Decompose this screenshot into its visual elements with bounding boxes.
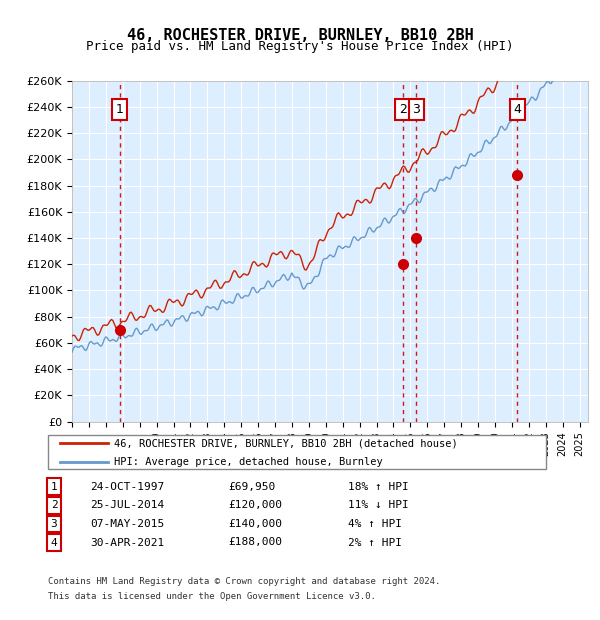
Text: 46, ROCHESTER DRIVE, BURNLEY, BB10 2BH (detached house): 46, ROCHESTER DRIVE, BURNLEY, BB10 2BH (… (114, 438, 458, 448)
Text: £120,000: £120,000 (228, 500, 282, 510)
Text: 11% ↓ HPI: 11% ↓ HPI (348, 500, 409, 510)
Text: £140,000: £140,000 (228, 519, 282, 529)
Text: £188,000: £188,000 (228, 538, 282, 547)
Text: 2: 2 (50, 500, 58, 510)
Text: 07-MAY-2015: 07-MAY-2015 (90, 519, 164, 529)
Text: 4: 4 (50, 538, 58, 547)
Text: 3: 3 (50, 519, 58, 529)
Text: 1: 1 (116, 103, 124, 116)
Text: 24-OCT-1997: 24-OCT-1997 (90, 482, 164, 492)
Text: HPI: Average price, detached house, Burnley: HPI: Average price, detached house, Burn… (114, 457, 383, 467)
Text: £69,950: £69,950 (228, 482, 275, 492)
Text: This data is licensed under the Open Government Licence v3.0.: This data is licensed under the Open Gov… (48, 592, 376, 601)
Text: Price paid vs. HM Land Registry's House Price Index (HPI): Price paid vs. HM Land Registry's House … (86, 40, 514, 53)
Text: 2: 2 (399, 103, 407, 116)
Text: 46, ROCHESTER DRIVE, BURNLEY, BB10 2BH (detached house): 46, ROCHESTER DRIVE, BURNLEY, BB10 2BH (… (114, 438, 458, 448)
Text: 18% ↑ HPI: 18% ↑ HPI (348, 482, 409, 492)
Text: 25-JUL-2014: 25-JUL-2014 (90, 500, 164, 510)
Text: Contains HM Land Registry data © Crown copyright and database right 2024.: Contains HM Land Registry data © Crown c… (48, 577, 440, 586)
Text: 46, ROCHESTER DRIVE, BURNLEY, BB10 2BH: 46, ROCHESTER DRIVE, BURNLEY, BB10 2BH (127, 28, 473, 43)
Text: 3: 3 (412, 103, 420, 116)
Text: 4% ↑ HPI: 4% ↑ HPI (348, 519, 402, 529)
Text: 30-APR-2021: 30-APR-2021 (90, 538, 164, 547)
Text: HPI: Average price, detached house, Burnley: HPI: Average price, detached house, Burn… (114, 457, 383, 467)
Text: 4: 4 (514, 103, 521, 116)
Text: 2% ↑ HPI: 2% ↑ HPI (348, 538, 402, 547)
Text: 1: 1 (50, 482, 58, 492)
